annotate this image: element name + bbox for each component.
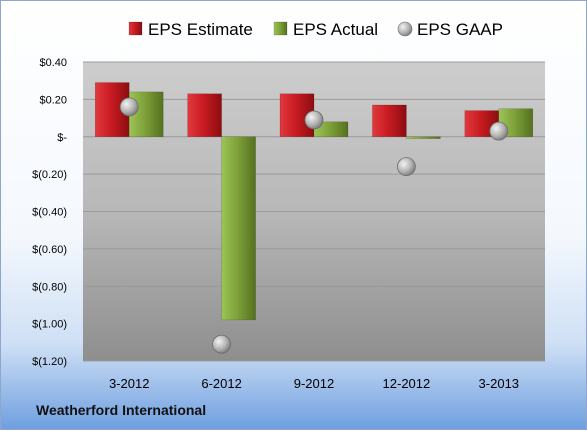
gaap-point bbox=[119, 97, 139, 117]
y-tick-label: $(1.00) bbox=[32, 319, 67, 331]
x-tick-label: 3-2013 bbox=[479, 376, 519, 391]
bars bbox=[94, 82, 534, 321]
legend-label-eps-estimate: EPS Estimate bbox=[148, 20, 253, 39]
bar-eps-estimate bbox=[187, 93, 222, 138]
company-name: Weatherford International bbox=[36, 402, 207, 418]
bar-eps-actual bbox=[406, 136, 441, 139]
x-tick-label: 6-2012 bbox=[201, 376, 241, 391]
x-tick-label: 3-2012 bbox=[109, 376, 149, 391]
gaap-points bbox=[119, 97, 509, 354]
legend-swatch-eps-gaap bbox=[397, 21, 413, 37]
legend-swatch-eps-actual bbox=[273, 21, 288, 36]
y-tick-label: $(0.40) bbox=[32, 207, 67, 219]
y-axis-ticks: $0.40 $0.20 $- $(0.20) $(0.40) $(0.60) $(0.80)… bbox=[32, 57, 67, 368]
bar-eps-estimate bbox=[372, 104, 407, 137]
x-axis-ticks: 3-2012 6-2012 9-2012 12-2012 3-2013 bbox=[109, 376, 519, 391]
gaap-point bbox=[304, 110, 324, 130]
gaap-point bbox=[489, 121, 509, 141]
y-tick-label: $0.40 bbox=[39, 57, 67, 69]
gaap-point bbox=[396, 157, 416, 177]
x-tick-label: 12-2012 bbox=[383, 376, 431, 391]
legend: EPS Estimate EPS Actual EPS GAAP bbox=[128, 20, 503, 39]
y-tick-label: $(0.80) bbox=[32, 281, 67, 293]
legend-swatch-eps-estimate bbox=[128, 21, 143, 36]
legend-label-eps-gaap: EPS GAAP bbox=[417, 20, 503, 39]
x-tick-label: 9-2012 bbox=[294, 376, 334, 391]
legend-label-eps-actual: EPS Actual bbox=[293, 20, 378, 39]
y-tick-label: $- bbox=[57, 132, 67, 144]
y-tick-label: $(0.20) bbox=[32, 169, 67, 181]
y-tick-label: $0.20 bbox=[39, 94, 67, 106]
gaap-point bbox=[212, 334, 232, 354]
y-tick-label: $(0.60) bbox=[32, 244, 67, 256]
y-tick-label: $(1.20) bbox=[32, 356, 67, 368]
bar-eps-actual bbox=[221, 136, 256, 321]
